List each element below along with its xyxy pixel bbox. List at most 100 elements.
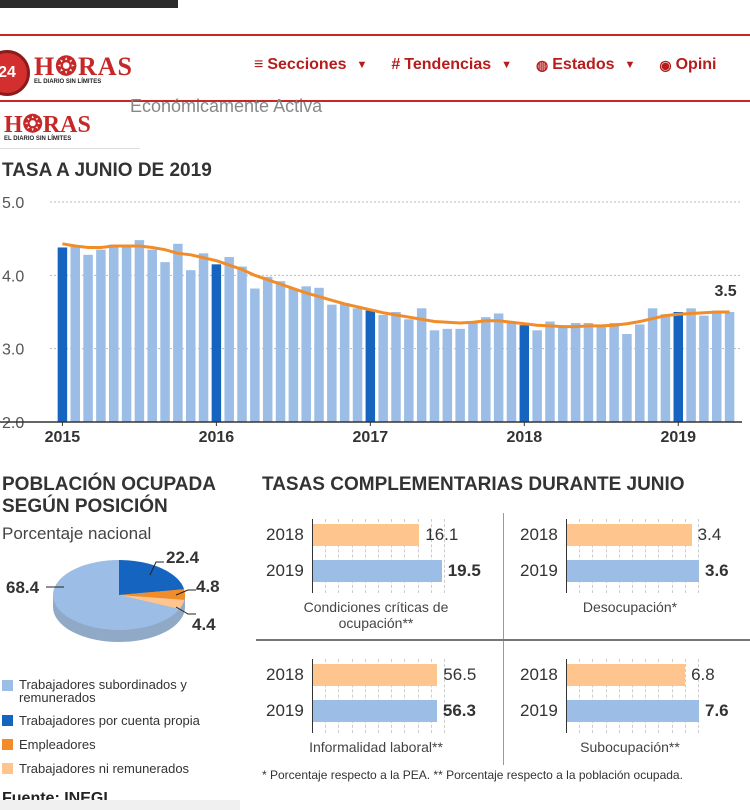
bar xyxy=(686,308,696,422)
legend-label: Trabajadores subordinados y remunerados xyxy=(19,677,187,705)
nav-item-opinion[interactable]: ◉ Opini xyxy=(659,56,716,74)
logo-tagline: EL DIARIO SIN LÍMITES xyxy=(34,79,102,85)
legend-label: Trabajadores ni remunerados xyxy=(19,761,190,776)
bar xyxy=(57,247,68,422)
legend-label: Empleadores xyxy=(19,737,96,752)
user-icon: ◉ xyxy=(659,56,672,73)
bar xyxy=(532,330,542,422)
rate-bar xyxy=(567,664,686,686)
rate-bar xyxy=(313,560,442,582)
rate-bar xyxy=(567,700,699,722)
bar xyxy=(545,321,555,422)
bar xyxy=(404,319,414,422)
article-subhead: Económicamente Activa xyxy=(130,96,323,116)
complementary-panels: 2018 16.1 2019 19.5 Condiciones críticas de … xyxy=(256,505,750,765)
x-tick-label: 2015 xyxy=(45,429,81,446)
leader-line xyxy=(149,561,164,576)
rate-bar-chart: 5.0 4.0 3.0 2.0 2015 2016 2017 2018 2019 3.5 xyxy=(0,195,742,446)
value-label: 56.3 xyxy=(442,701,476,720)
y-tick-label: 5.0 xyxy=(2,195,24,212)
logo-text: H❂RAS xyxy=(34,52,134,81)
bar xyxy=(699,315,709,422)
year-label: 2018 xyxy=(266,665,304,684)
logo-badge[interactable]: 24 xyxy=(0,50,30,96)
chart-title: TASA A JUNIO DE 2019 xyxy=(2,160,212,181)
bar xyxy=(327,304,337,422)
bar xyxy=(622,334,632,422)
bar xyxy=(339,303,350,422)
legend-label: Trabajadores por cuenta propia xyxy=(19,713,200,728)
bar xyxy=(365,310,376,422)
pie-label: 4.4 xyxy=(192,615,216,634)
bar xyxy=(506,323,517,422)
panel-gridlines xyxy=(566,519,699,593)
x-tick-label: 2019 xyxy=(660,429,696,446)
bar xyxy=(416,308,427,422)
bar xyxy=(314,287,324,422)
leader-line xyxy=(175,606,196,615)
divider xyxy=(0,148,140,149)
rate-panel: 2018 3.4 2019 3.6 Desocupación* xyxy=(510,505,750,625)
value-label: 6.8 xyxy=(691,665,715,684)
bar xyxy=(583,323,594,422)
bar xyxy=(570,323,581,422)
year-label: 2018 xyxy=(520,665,558,684)
nav-item-estados[interactable]: ◍ Estados ▼ xyxy=(536,56,635,74)
site-navbar: 24 H❂RAS EL DIARIO SIN LÍMITES ≡ Secciones… xyxy=(0,34,750,102)
caret-down-icon: ▼ xyxy=(501,59,513,71)
panel-caption: Condiciones críticas de ocupación** xyxy=(303,599,449,631)
x-tick-label: 2016 xyxy=(199,429,235,446)
bar xyxy=(481,317,491,422)
bar xyxy=(442,328,453,422)
nav-label: Opini xyxy=(675,56,717,73)
panel-gridlines xyxy=(312,519,445,593)
complementary-title: TASAS COMPLEMENTARIAS DURANTE JUNIO xyxy=(262,474,685,495)
bar xyxy=(224,257,234,422)
menu-icon: ≡ xyxy=(254,56,264,73)
pie-label: 4.8 xyxy=(196,577,220,596)
logo-text: H❂RAS xyxy=(4,112,91,138)
annotation-label: 3.5 xyxy=(714,283,736,300)
bar xyxy=(173,243,183,422)
pie-legend: Trabajadores subordinados y remunerados … xyxy=(2,678,200,785)
pie-slice xyxy=(119,595,185,610)
bar xyxy=(455,328,465,422)
pie-slice xyxy=(119,560,185,595)
globe-icon: ◍ xyxy=(536,56,549,73)
badge-number: 24 xyxy=(0,64,16,81)
bar xyxy=(250,288,260,422)
rate-bar xyxy=(567,560,699,582)
bar xyxy=(288,288,299,422)
footnote: * Porcentaje respecto a la PEA. ** Porce… xyxy=(262,768,683,782)
y-tick-label: 3.0 xyxy=(2,342,24,359)
value-label: 56.5 xyxy=(443,665,477,684)
panel-gridlines xyxy=(312,659,445,733)
bar xyxy=(493,313,504,422)
logo-tagline: EL DIARIO SIN LÍMITES xyxy=(4,136,72,142)
year-label: 2018 xyxy=(520,525,558,544)
rate-bar xyxy=(313,664,438,686)
bar xyxy=(262,276,273,422)
nav-item-secciones[interactable]: ≡ Secciones ▼ xyxy=(254,56,367,74)
pie-label: 68.4 xyxy=(6,578,40,597)
nav-item-tendencias[interactable]: # Tendencias ▼ xyxy=(391,56,512,74)
y-tick-label: 2.0 xyxy=(2,415,24,432)
bar xyxy=(468,323,478,422)
panel-caption: Subocupación** xyxy=(580,739,680,755)
bar xyxy=(96,249,106,422)
caret-down-icon: ▼ xyxy=(356,59,368,71)
rate-bar xyxy=(313,524,420,546)
pie-chart: 22.4 68.4 4.8 4.4 xyxy=(6,548,220,642)
caret-down-icon: ▼ xyxy=(624,59,636,71)
year-label: 2019 xyxy=(520,701,558,720)
value-label: 16.1 xyxy=(425,525,459,544)
panel-gridlines xyxy=(566,659,699,733)
site-logo[interactable]: H❂RAS EL DIARIO SIN LÍMITES xyxy=(34,52,133,85)
horizontal-divider xyxy=(256,639,750,641)
nav-label: Secciones xyxy=(267,56,347,73)
pie-slice xyxy=(119,589,185,600)
legend-item: Empleadores xyxy=(2,737,200,752)
bar xyxy=(211,264,222,422)
value-label: 19.5 xyxy=(447,561,481,580)
nav-menu: ≡ Secciones ▼ # Tendencias ▼ ◍ Estados ▼ ◉ Opin… xyxy=(254,56,717,74)
